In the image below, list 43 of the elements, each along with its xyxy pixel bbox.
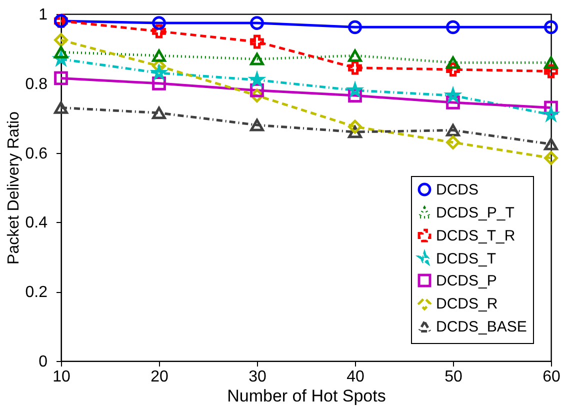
y-tick-label: 0.6 bbox=[25, 145, 48, 162]
x-axis-title: Number of Hot Spots bbox=[227, 386, 386, 406]
legend-label: DCDS_P bbox=[436, 272, 497, 290]
x-tick-label: 40 bbox=[346, 368, 364, 386]
point bbox=[544, 56, 558, 69]
point bbox=[54, 71, 68, 86]
point bbox=[446, 124, 460, 136]
point bbox=[348, 20, 362, 34]
y-axis-title: Packet Delivery Ratio bbox=[5, 111, 22, 264]
point bbox=[250, 52, 264, 66]
point bbox=[348, 49, 362, 62]
point bbox=[250, 118, 264, 132]
y-tick-label: 0.4 bbox=[25, 214, 48, 232]
point bbox=[446, 135, 460, 150]
point bbox=[152, 16, 166, 30]
legend-label: DCDS_R bbox=[436, 296, 498, 312]
y-tick-label: 0.8 bbox=[25, 76, 48, 93]
point bbox=[544, 151, 558, 165]
legend-label: DCDS_T bbox=[436, 250, 496, 268]
x-tick-label: 20 bbox=[150, 368, 168, 386]
point bbox=[544, 20, 558, 34]
point bbox=[348, 120, 362, 134]
legend-label: DCDS_BASE bbox=[436, 318, 527, 336]
x-tick-label: 30 bbox=[248, 368, 266, 386]
y-tick-label: 0.2 bbox=[25, 284, 48, 302]
point bbox=[152, 106, 166, 120]
y-tick-label: 1 bbox=[38, 6, 48, 24]
point bbox=[54, 102, 68, 114]
point bbox=[348, 60, 362, 75]
point bbox=[544, 138, 558, 150]
y-tick-label: 0 bbox=[38, 354, 48, 370]
point bbox=[250, 16, 264, 30]
x-tick-label: 50 bbox=[444, 368, 462, 386]
legend-label: DCDS_P_T bbox=[436, 204, 514, 222]
point bbox=[250, 34, 264, 49]
legend-label: DCDS_T_R bbox=[436, 228, 516, 244]
point bbox=[152, 49, 166, 62]
x-tick-label: 10 bbox=[52, 368, 70, 386]
x-tick-label: 60 bbox=[542, 368, 560, 386]
legend-label: DCDS bbox=[436, 182, 479, 198]
point bbox=[446, 56, 460, 69]
point bbox=[54, 33, 68, 47]
point bbox=[446, 20, 460, 34]
